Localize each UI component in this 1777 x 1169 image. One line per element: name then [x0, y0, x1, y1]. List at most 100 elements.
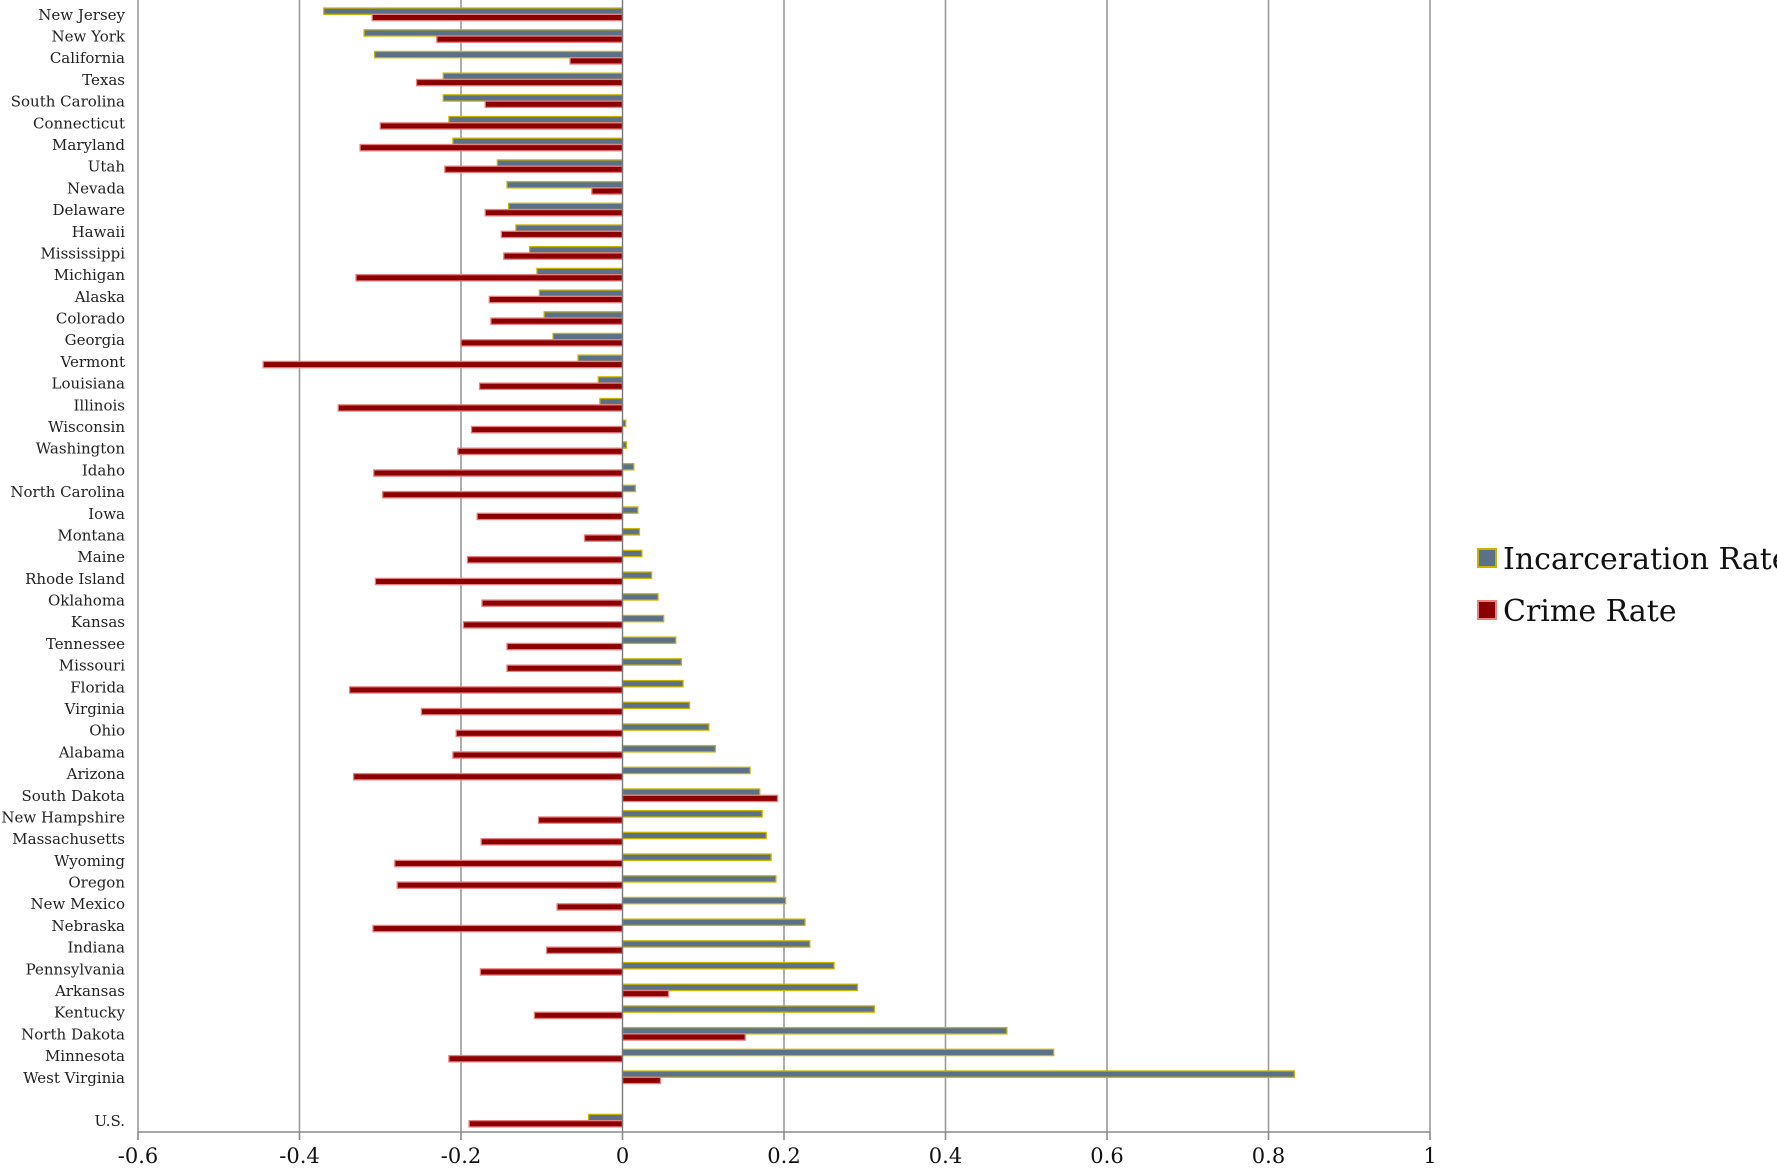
category-label-ohio: Ohio [89, 722, 125, 740]
bar-incarceration-rate-indiana [621, 940, 811, 948]
bar-incarceration-rate-u-s [587, 1113, 624, 1122]
category-label-kentucky: Kentucky [54, 1004, 126, 1022]
bar-incarceration-rate-connecticut [448, 115, 624, 124]
bar-incarceration-rate-hawaii [515, 224, 624, 232]
bar-incarceration-rate-south-carolina [442, 94, 624, 102]
category-label-rhode-island: Rhode Island [25, 570, 125, 588]
category-label-delaware: Delaware [53, 201, 126, 219]
bar-crime-rate-north-carolina [382, 490, 624, 499]
bar-crime-rate-new-york [436, 35, 624, 43]
bar-crime-rate-west-virginia [621, 1076, 662, 1085]
category-label-illinois: Illinois [73, 396, 125, 414]
bar-crime-rate-hawaii [500, 230, 624, 239]
bar-incarceration-rate-arkansas [621, 983, 859, 992]
x-tick-label: 1 [1423, 1144, 1436, 1168]
bar-crime-rate-illinois [337, 404, 624, 412]
bar-crime-rate-indiana [545, 946, 624, 955]
x-tick-label: 0 [616, 1144, 629, 1168]
bar-crime-rate-south-carolina [484, 100, 624, 109]
category-label-georgia: Georgia [65, 331, 125, 349]
bar-crime-rate-delaware [484, 208, 624, 217]
bar-incarceration-rate-tennessee [621, 636, 677, 645]
category-label-missouri: Missouri [59, 657, 125, 675]
bar-crime-rate-massachusetts [480, 838, 624, 846]
bar-incarceration-rate-virginia [621, 701, 691, 710]
bar-crime-rate-kentucky [533, 1011, 624, 1020]
category-label-virginia: Virginia [64, 700, 125, 718]
category-label-nebraska: Nebraska [52, 917, 126, 935]
bar-crime-rate-vermont [262, 360, 624, 369]
bar-incarceration-rate-new-hampshire [621, 810, 763, 818]
category-label-mississippi: Mississippi [40, 244, 125, 262]
bar-incarceration-rate-alaska [538, 289, 624, 297]
bar-crime-rate-idaho [373, 469, 624, 477]
bar-incarceration-rate-missouri [621, 658, 683, 666]
bar-crime-rate-north-dakota [621, 1033, 746, 1041]
category-label-arkansas: Arkansas [54, 982, 125, 1000]
bar-crime-rate-rhode-island [374, 577, 624, 586]
category-label-michigan: Michigan [54, 266, 126, 284]
bar-incarceration-rate-new-mexico [621, 896, 787, 905]
gridlines [137, 0, 1431, 1132]
x-axis: -0.6 -0.4 -0.2 0 0.2 0.4 0.6 0.8 1 [118, 1131, 1437, 1168]
bar-crime-rate-montana [583, 534, 624, 542]
category-label-alabama: Alabama [58, 743, 125, 761]
category-label-vermont: Vermont [60, 353, 125, 371]
bar-incarceration-rate-rhode-island [621, 571, 653, 579]
category-label-connecticut: Connecticut [33, 114, 125, 132]
bar-crime-rate-virginia [420, 707, 624, 716]
category-label-west-virginia: West Virginia [23, 1069, 125, 1087]
category-label-arizona: Arizona [66, 765, 125, 783]
category-label-idaho: Idaho [82, 461, 125, 479]
category-label-montana: Montana [57, 526, 125, 544]
category-label-maine: Maine [77, 548, 125, 566]
category-label-pennsylvania: Pennsylvania [26, 960, 125, 978]
category-label-wisconsin: Wisconsin [48, 418, 125, 436]
bars [262, 7, 1295, 1128]
bar-crime-rate-missouri [506, 664, 624, 673]
x-tick-label: -0.2 [441, 1144, 482, 1168]
bar-crime-rate-oregon [396, 881, 624, 889]
bar-incarceration-rate-massachusetts [621, 831, 767, 840]
bar-incarceration-rate-illinois [599, 397, 624, 406]
bar-crime-rate-colorado [490, 317, 624, 325]
bar-crime-rate-florida [348, 686, 624, 694]
bar-incarceration-rate-oklahoma [621, 593, 659, 601]
category-label-tennessee: Tennessee [46, 635, 125, 653]
category-label-oregon: Oregon [68, 874, 125, 892]
category-label-utah: Utah [88, 158, 126, 176]
bar-crime-rate-maryland [359, 143, 624, 152]
category-label-massachusetts: Massachusetts [12, 830, 125, 848]
legend-label-incarceration-rate: Incarceration Rate [1503, 542, 1777, 577]
bar-incarceration-rate-arizona [621, 766, 751, 775]
bar-incarceration-rate-kansas [621, 614, 665, 623]
category-label-texas: Texas [82, 71, 125, 89]
bar-incarceration-rate-florida [621, 679, 684, 688]
x-tick-label: 0.2 [767, 1144, 800, 1168]
bar-incarceration-rate-maine [621, 549, 643, 558]
category-label-indiana: Indiana [67, 939, 125, 957]
bar-incarceration-rate-oregon [621, 875, 777, 883]
bar-crime-rate-michigan [355, 274, 624, 282]
bar-incarceration-rate-alabama [621, 744, 717, 753]
bar-incarceration-rate-south-dakota [621, 788, 761, 796]
bar-incarceration-rate-north-dakota [621, 1026, 1008, 1035]
bar-crime-rate-oklahoma [481, 599, 624, 607]
bar-crime-rate-maine [466, 556, 624, 564]
category-label-north-dakota: North Dakota [21, 1025, 125, 1043]
category-label-california: California [50, 49, 125, 67]
category-label-minnesota: Minnesota [45, 1047, 125, 1065]
bar-crime-rate-california [569, 57, 624, 65]
bar-crime-rate-kansas [462, 621, 624, 629]
category-label-iowa: Iowa [88, 505, 125, 523]
category-label-north-carolina: North Carolina [10, 483, 125, 501]
bar-incarceration-rate-georgia [552, 332, 624, 341]
bar-crime-rate-mississippi [503, 252, 624, 260]
bar-crime-rate-arkansas [621, 989, 670, 998]
bar-incarceration-rate-west-virginia [621, 1070, 1295, 1078]
bar-incarceration-rate-nebraska [621, 918, 806, 927]
bar-crime-rate-wyoming [394, 859, 624, 868]
bar-crime-rate-arizona [352, 772, 624, 781]
bar-incarceration-rate-wyoming [621, 853, 772, 861]
